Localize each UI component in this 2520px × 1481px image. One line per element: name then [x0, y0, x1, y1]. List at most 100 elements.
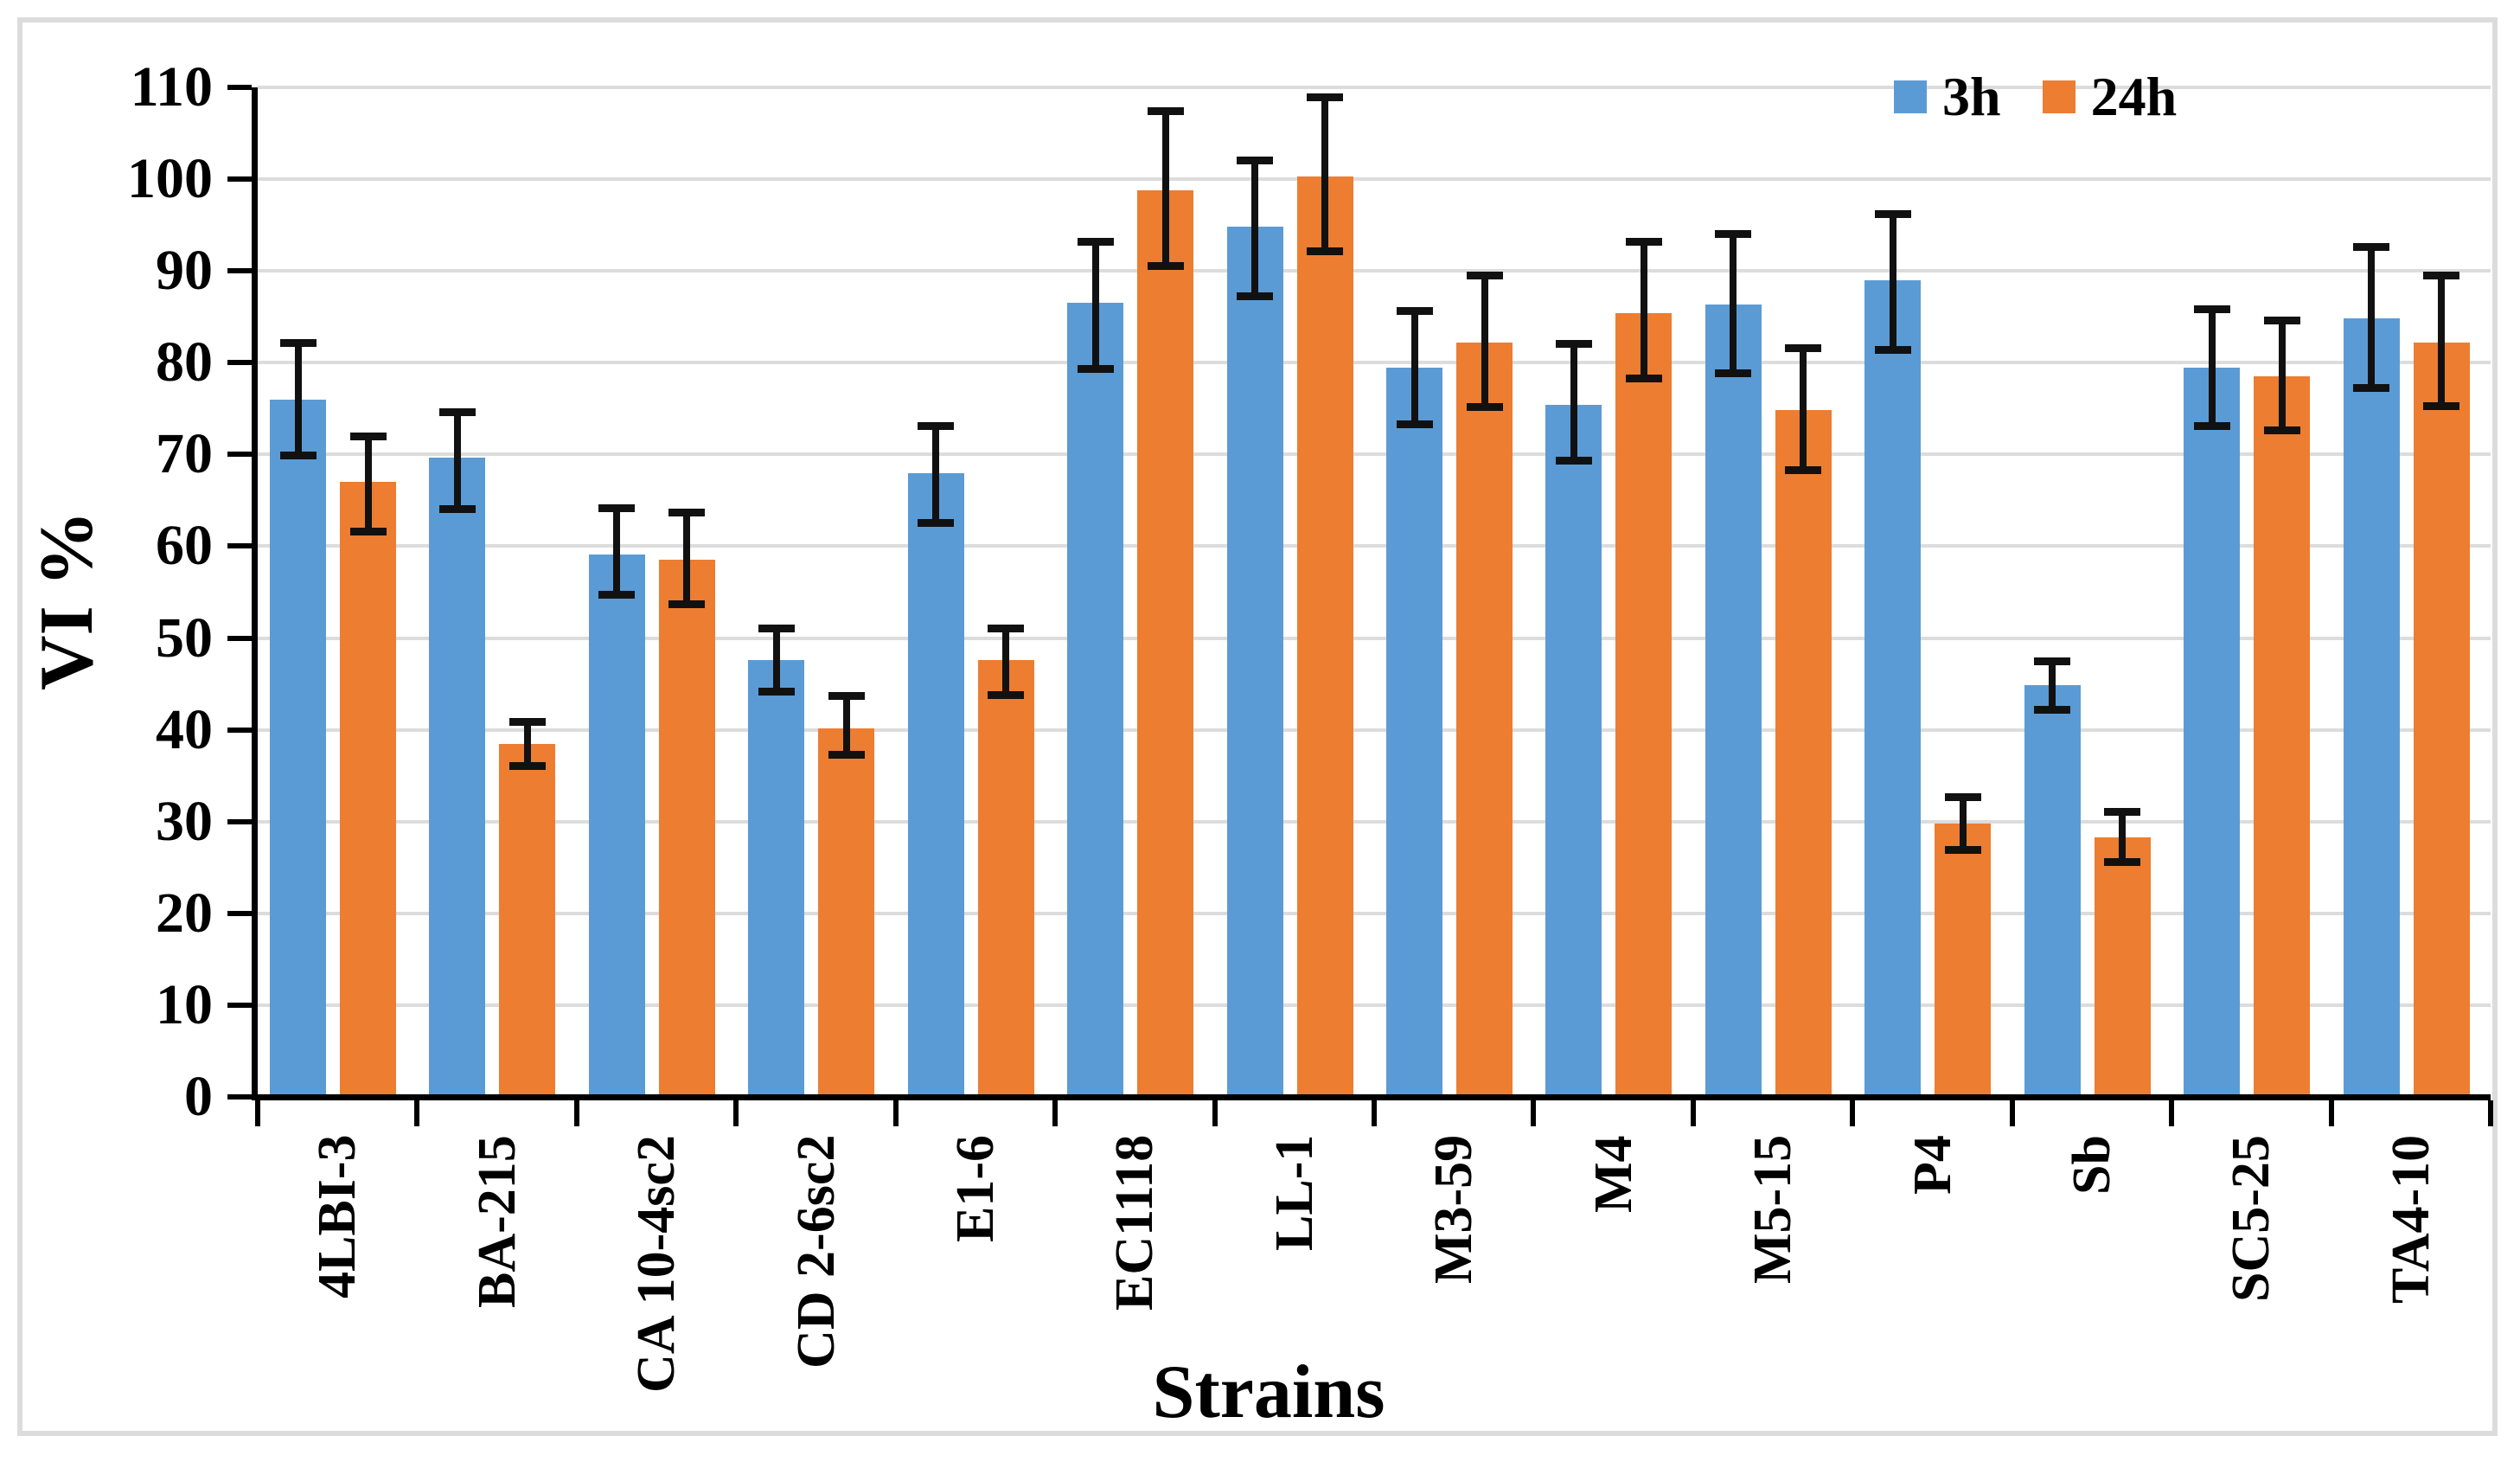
x-tick: [892, 1100, 899, 1126]
bar-3h-CA 10-4sc2: [588, 555, 645, 1097]
error-bar-3h-LL-1: [1251, 159, 1259, 296]
error-bar-24h-EC1118: [1161, 110, 1169, 266]
error-bar-cap-bottom: [918, 518, 955, 527]
bar-3h-SC5-25: [2184, 367, 2241, 1097]
error-bar-3h-SC5-25: [2208, 308, 2216, 426]
error-bar-cap-bottom: [1307, 247, 1344, 255]
x-tick: [1212, 1100, 1218, 1126]
bar-24h-M4: [1615, 312, 1673, 1097]
x-category-label-M4: M4: [1583, 1135, 1643, 1213]
y-tick: [227, 176, 252, 183]
error-bar-cap-top: [2423, 272, 2460, 280]
error-bar-cap-bottom: [438, 504, 476, 513]
error-bar-24h-Sb: [2119, 811, 2127, 862]
error-bar-cap-bottom: [598, 590, 636, 599]
error-bar-3h-M4: [1570, 343, 1577, 460]
y-tick: [227, 1002, 252, 1008]
error-bar-cap-bottom: [828, 751, 865, 760]
error-bar-24h-E1-6: [1002, 627, 1010, 696]
bar-24h-4LBI-3: [340, 482, 396, 1097]
error-bar-cap-bottom: [2353, 383, 2390, 392]
y-axis-line: [252, 87, 258, 1100]
error-bar-cap-top: [1307, 93, 1344, 101]
bar-24h-BA-215: [499, 743, 556, 1097]
error-bar-cap-bottom: [1944, 845, 1981, 854]
x-category-label-CD 2-6sc2: CD 2-6sc2: [786, 1135, 846, 1369]
error-bar-cap-top: [279, 338, 317, 347]
error-bar-3h-M3-59: [1410, 310, 1418, 425]
x-tick: [1372, 1100, 1377, 1126]
error-bar-cap-top: [349, 433, 387, 441]
bar-3h-4LBI-3: [270, 399, 326, 1097]
error-bar-cap-top: [1625, 238, 1662, 247]
error-bar-cap-top: [1237, 156, 1274, 164]
error-bar-cap-top: [1466, 272, 1503, 280]
bar-3h-M3-59: [1386, 367, 1442, 1097]
y-tick-label: 20: [156, 881, 213, 945]
error-bar-3h-M5-15: [1730, 233, 1737, 373]
error-bar-cap-bottom: [988, 691, 1025, 700]
y-tick-label: 10: [156, 972, 213, 1036]
error-bar-24h-M5-15: [1800, 348, 1807, 471]
gridline-90: [258, 269, 2491, 273]
x-tick: [255, 1100, 260, 1126]
y-tick-label: 60: [156, 514, 213, 578]
x-category-label-Sb: Sb: [2062, 1135, 2121, 1195]
x-tick: [2169, 1100, 2175, 1126]
bar-3h-E1-6: [907, 472, 964, 1097]
error-bar-3h-EC1118: [1091, 241, 1099, 369]
error-bar-cap-bottom: [1555, 456, 1592, 465]
error-bar-cap-top: [988, 624, 1025, 632]
error-bar-cap-bottom: [2263, 426, 2300, 434]
y-tick: [227, 1094, 252, 1100]
bar-24h-P4: [1935, 823, 1992, 1097]
error-bar-24h-CD 2-6sc2: [842, 696, 850, 755]
error-bar-cap-top: [2034, 657, 2071, 666]
error-bar-cap-top: [1944, 793, 1981, 802]
x-category-label-SC5-25: SC5-25: [2222, 1135, 2281, 1302]
error-bar-cap-top: [598, 503, 636, 512]
error-bar-cap-bottom: [1466, 403, 1503, 412]
error-bar-cap-top: [2193, 305, 2230, 313]
error-bar-3h-Sb: [2049, 661, 2056, 710]
error-bar-3h-CA 10-4sc2: [613, 507, 621, 594]
y-tick-label: 40: [156, 697, 213, 761]
x-tick: [1052, 1100, 1059, 1126]
y-tick: [227, 85, 252, 90]
y-tick: [227, 360, 252, 366]
error-bar-cap-bottom: [1077, 364, 1114, 373]
y-tick-label: 70: [156, 422, 213, 486]
x-category-label-M5-15: M5-15: [1743, 1135, 1803, 1285]
error-bar-3h-BA-215: [453, 411, 461, 509]
x-axis-line: [252, 1094, 2491, 1100]
error-bar-cap-bottom: [508, 762, 546, 770]
error-bar-cap-bottom: [1715, 369, 1752, 377]
error-bar-cap-bottom: [1785, 466, 1822, 475]
y-tick-label: 90: [156, 239, 213, 303]
error-bar-24h-P4: [1959, 797, 1967, 849]
y-tick-label: 30: [156, 789, 213, 853]
y-tick-label: 0: [184, 1065, 213, 1128]
error-bar-24h-BA-215: [523, 721, 531, 766]
error-bar-3h-4LBI-3: [294, 342, 302, 456]
bar-24h-E1-6: [977, 660, 1034, 1097]
y-tick: [227, 452, 252, 458]
x-category-label-4LBI-3: 4LBI-3: [308, 1135, 368, 1299]
x-axis-title: Strains: [1152, 1350, 1385, 1434]
error-bar-cap-top: [758, 624, 795, 632]
bar-3h-CD 2-6sc2: [748, 660, 805, 1097]
error-bar-cap-top: [828, 692, 865, 701]
x-tick: [1850, 1100, 1856, 1126]
bar-24h-M5-15: [1775, 410, 1832, 1097]
error-bar-cap-top: [2263, 317, 2300, 325]
bar-3h-M5-15: [1705, 305, 1762, 1097]
bar-24h-LL-1: [1296, 176, 1353, 1097]
error-bar-cap-bottom: [668, 600, 706, 609]
error-bar-cap-bottom: [758, 688, 795, 696]
error-bar-24h-M3-59: [1481, 275, 1488, 407]
error-bar-cap-top: [1715, 229, 1752, 238]
error-bar-cap-bottom: [349, 528, 387, 536]
error-bar-cap-bottom: [1396, 420, 1433, 429]
